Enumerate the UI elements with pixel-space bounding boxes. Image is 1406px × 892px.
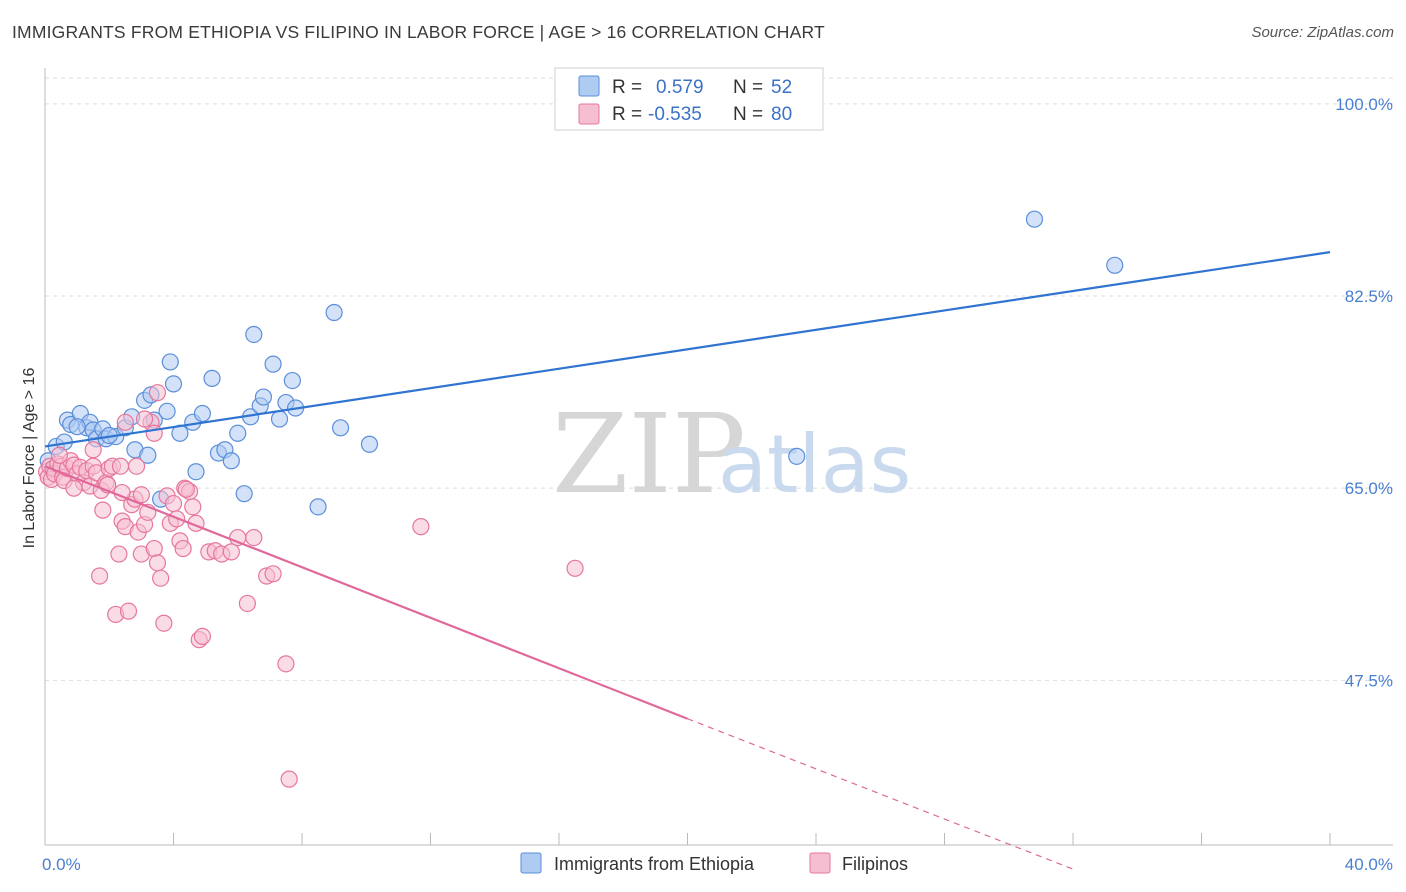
filipino-point <box>94 501 112 519</box>
x-tick-label: 0.0% <box>42 855 81 874</box>
source-label: Source: ZipAtlas.com <box>1251 24 1394 41</box>
watermark-atlas: atlas <box>718 418 911 511</box>
trend-lines <box>44 251 1331 870</box>
legend-n-label: N = <box>733 77 763 98</box>
ethiopia-point <box>325 303 343 322</box>
legend-r-value: 0.579 <box>656 77 704 98</box>
y-tick-label: 65.0% <box>1345 479 1393 498</box>
ethiopia-point <box>245 325 263 344</box>
series-legend-label: Filipinos <box>842 854 908 874</box>
filipino-trend-line <box>44 465 688 720</box>
ethiopia-point <box>1106 256 1124 274</box>
legend-swatch-pink <box>578 103 600 125</box>
filipino-point <box>119 602 138 620</box>
grid-lines <box>45 77 1393 681</box>
filipino-point <box>412 518 430 536</box>
legend-n-value: 52 <box>771 77 792 98</box>
y-tick-label: 82.5% <box>1345 287 1393 306</box>
filipino-point <box>277 655 295 673</box>
ethiopia-point <box>158 402 176 420</box>
filipino-point <box>91 567 109 585</box>
stats-legend: R = 0.579 N = 52 R = -0.535 N = 80 <box>554 67 824 131</box>
ethiopia-point <box>309 498 327 516</box>
series-legend-swatch-pink <box>809 852 831 874</box>
chart-title: IMMIGRANTS FROM ETHIOPIA VS FILIPINO IN … <box>12 22 825 42</box>
filipino-point <box>566 559 584 577</box>
filipino-point <box>155 614 173 632</box>
series-legend-label: Immigrants from Ethiopia <box>554 854 755 874</box>
series-legend-swatch-blue <box>520 852 542 874</box>
y-tick-label: 47.5% <box>1345 671 1393 690</box>
ethiopia-point <box>1025 210 1044 228</box>
filipino-point <box>135 410 154 428</box>
legend-r-label: R = <box>612 104 642 125</box>
ethiopia-point <box>139 446 157 464</box>
filipino-point <box>152 569 170 587</box>
filipino-point <box>145 539 163 558</box>
x-tick-label: 40.0% <box>1345 855 1393 874</box>
filipino-point <box>222 543 240 561</box>
ethiopia-point <box>235 485 253 503</box>
legend-n-value: 80 <box>771 104 792 125</box>
filipino-point <box>264 565 282 583</box>
filipino-point <box>280 770 298 788</box>
ethiopia-point <box>360 435 379 453</box>
filipino-point <box>164 494 183 513</box>
filipino-point <box>245 528 263 547</box>
ethiopia-point <box>203 369 221 387</box>
ethiopia-point <box>187 463 205 481</box>
watermark: ZIP atlas <box>552 390 911 518</box>
filipino-trend-line-extension <box>687 718 1074 870</box>
filipino-point <box>148 384 167 402</box>
filipino-point <box>193 627 212 645</box>
stats-legend-box <box>554 67 824 131</box>
filipino-point <box>184 498 202 516</box>
ethiopia-point <box>161 353 179 371</box>
ethiopia-trend-line <box>44 251 1331 448</box>
y-tick-label: 100.0% <box>1335 95 1393 114</box>
filipino-point <box>177 480 195 498</box>
watermark-zip: ZIP <box>552 390 746 518</box>
legend-n-label: N = <box>733 104 763 125</box>
ethiopia-point <box>331 419 350 437</box>
y-axis-title: In Labor Force | Age > 16 <box>21 368 38 549</box>
ethiopia-point <box>264 355 282 373</box>
legend-swatch-blue <box>578 75 600 97</box>
legend-r-value: -0.535 <box>648 104 702 125</box>
filipino-point <box>65 479 83 497</box>
ethiopia-point <box>229 424 247 442</box>
ethiopia-point <box>164 375 183 393</box>
y-tick-labels: 100.0% 82.5% 65.0% 47.5% <box>1335 95 1393 690</box>
filipino-point <box>148 554 167 572</box>
filipino-point <box>111 457 130 475</box>
ethiopia-point <box>254 388 273 406</box>
filipino-point <box>110 545 128 563</box>
series-legend: Immigrants from Ethiopia Filipinos <box>520 852 908 874</box>
ethiopia-point <box>222 452 240 470</box>
filipino-point <box>116 413 134 431</box>
filipino-point <box>127 457 146 475</box>
filipino-point <box>238 594 256 613</box>
filipino-point <box>50 446 69 464</box>
ethiopia-point <box>68 418 86 436</box>
ethiopia-point <box>270 410 289 428</box>
filipino-point <box>84 441 102 459</box>
filipino-point <box>145 424 163 442</box>
ethiopia-point <box>193 404 212 423</box>
data-points <box>38 210 1124 788</box>
ethiopia-point <box>283 371 301 390</box>
legend-r-label: R = <box>612 77 642 98</box>
ethiopia-point <box>788 447 806 465</box>
x-tick-labels: 0.0% 40.0% <box>42 855 1393 874</box>
filipino-point <box>132 486 150 504</box>
filipino-point <box>174 539 192 558</box>
